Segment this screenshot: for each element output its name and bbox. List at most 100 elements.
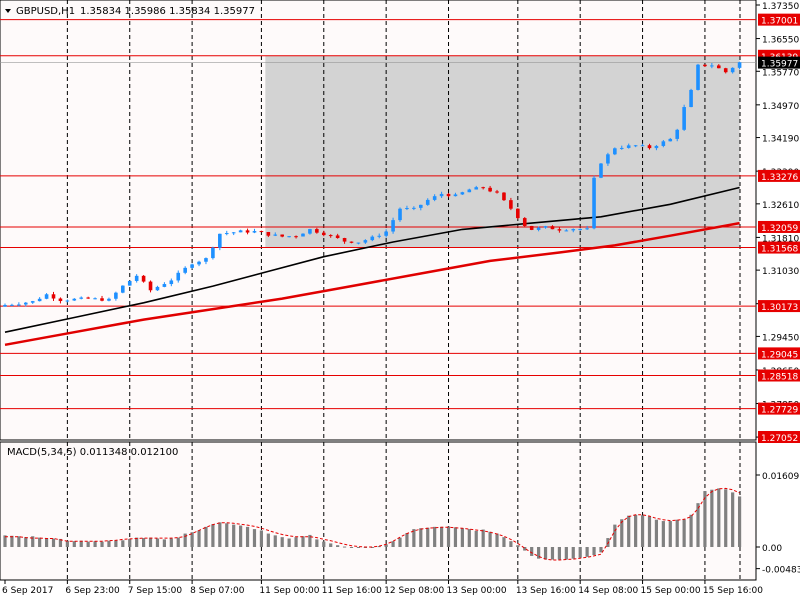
candle-up[interactable] [536,227,541,230]
candle-up[interactable] [356,242,361,244]
candle-up[interactable] [17,304,21,306]
candle-up[interactable] [3,304,7,307]
candle-down[interactable] [294,236,298,238]
candle-up[interactable] [737,62,742,68]
candle-up[interactable] [44,294,49,299]
candle-up[interactable] [224,233,229,235]
candle-up[interactable] [107,298,111,301]
candle-up[interactable] [613,148,617,155]
candle-up[interactable] [412,207,416,209]
candle-up[interactable] [661,141,666,146]
candle-down[interactable] [266,232,271,236]
candle-up[interactable] [176,272,181,281]
level-price-tag[interactable] [758,169,800,182]
level-price-tag[interactable] [758,347,800,360]
candle-down[interactable] [516,208,520,219]
candle-up[interactable] [10,304,14,306]
level-price-tag[interactable] [758,241,800,254]
candle-down[interactable] [280,234,284,237]
candle-down[interactable] [100,298,104,301]
candle-up[interactable] [439,193,444,197]
candle-up[interactable] [543,226,548,228]
candle-down[interactable] [86,297,90,299]
level-price-tag[interactable] [758,220,800,233]
candle-up[interactable] [564,230,569,232]
candle-down[interactable] [716,65,721,69]
candle-down[interactable] [481,187,485,189]
candle-up[interactable] [308,229,312,234]
candle-down[interactable] [58,298,63,302]
candle-down[interactable] [245,230,250,233]
candle-up[interactable] [405,208,409,210]
candle-down[interactable] [495,191,499,193]
zone-rectangle[interactable] [265,55,740,248]
candle-down[interactable] [148,281,153,291]
candle-up[interactable] [467,189,472,193]
candle-up[interactable] [238,230,243,233]
candle-up[interactable] [633,145,638,147]
candle-up[interactable] [121,285,125,293]
candle-up[interactable] [23,302,28,305]
candle-down[interactable] [509,200,513,209]
candle-down[interactable] [335,235,340,239]
candle-up[interactable] [640,145,645,147]
candle-down[interactable] [703,64,707,67]
candle-up[interactable] [197,261,201,265]
candle-up[interactable] [231,232,236,234]
candle-up[interactable] [134,275,139,281]
candle-up[interactable] [218,233,222,248]
candle-up[interactable] [363,240,368,243]
candle-up[interactable] [155,286,160,291]
candle-up[interactable] [606,154,610,164]
candle-down[interactable] [647,145,652,149]
candle-down[interactable] [315,229,319,233]
candle-up[interactable] [689,89,693,108]
candle-up[interactable] [668,138,673,142]
candle-up[interactable] [398,208,402,221]
candle-up[interactable] [65,300,70,302]
candle-up[interactable] [419,204,423,208]
candle-down[interactable] [522,218,527,226]
candle-up[interactable] [474,187,479,190]
level-price-tag[interactable] [758,402,800,415]
candle-up[interactable] [460,192,465,195]
candle-down[interactable] [342,238,347,242]
candle-up[interactable] [301,233,305,237]
candle-down[interactable] [557,229,562,231]
candle-up[interactable] [675,129,680,139]
candle-up[interactable] [730,67,735,73]
symbol-menu-icon[interactable] [5,9,11,13]
candle-up[interactable] [169,280,174,285]
candle-up[interactable] [93,298,97,300]
candle-down[interactable] [349,241,354,243]
candle-up[interactable] [599,163,603,178]
candle-up[interactable] [114,292,118,299]
candle-up[interactable] [654,145,659,149]
candle-up[interactable] [127,280,132,286]
candle-down[interactable] [328,235,333,237]
candle-up[interactable] [384,231,388,236]
candle-up[interactable] [30,301,35,303]
candle-up[interactable] [377,235,382,237]
level-price-tag[interactable] [758,369,800,382]
candle-down[interactable] [446,193,451,197]
candle-up[interactable] [183,267,187,273]
candle-up[interactable] [252,231,257,233]
candle-down[interactable] [502,192,506,201]
candle-up[interactable] [79,297,84,299]
level-price-tag[interactable] [758,300,800,313]
candle-up[interactable] [626,145,631,148]
candle-up[interactable] [696,64,700,90]
candle-down[interactable] [141,275,146,282]
candle-up[interactable] [710,65,714,67]
candle-up[interactable] [432,196,437,200]
candle-up[interactable] [619,147,624,149]
level-price-tag[interactable] [758,431,800,443]
candle-up[interactable] [370,236,375,241]
macd-plot-area[interactable] [0,441,757,581]
candle-down[interactable] [51,294,56,299]
candle-down[interactable] [259,231,264,233]
candle-up[interactable] [37,298,42,302]
level-price-tag[interactable] [758,13,800,26]
